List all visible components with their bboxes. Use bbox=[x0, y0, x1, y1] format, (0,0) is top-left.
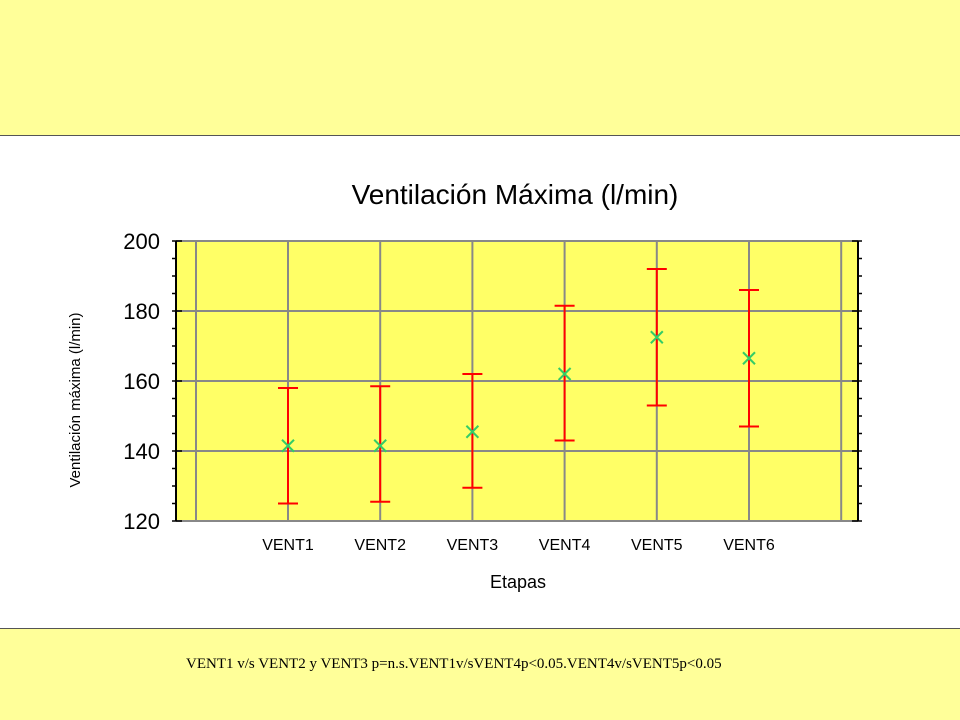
header-band bbox=[0, 0, 960, 136]
mean-marker bbox=[557, 367, 572, 381]
mean-marker bbox=[650, 330, 664, 344]
chart-title: Ventilación Máxima (l/min) bbox=[352, 179, 679, 210]
y-tick-label: 180 bbox=[123, 299, 160, 324]
mean-marker bbox=[281, 439, 295, 453]
mean-marker-stroke bbox=[373, 439, 387, 453]
plot-frame bbox=[172, 240, 862, 522]
footer-band bbox=[0, 628, 960, 720]
y-tick-label: 140 bbox=[123, 439, 160, 464]
mean-marker-stroke bbox=[650, 330, 664, 344]
mean-marker bbox=[742, 351, 756, 365]
mean-marker-stroke bbox=[742, 351, 756, 365]
mean-marker bbox=[373, 439, 387, 453]
y-axis-label: Ventilación máxima (l/min) bbox=[67, 312, 84, 487]
mean-markers bbox=[281, 330, 756, 453]
y-axis-ticks: 120 140 160 180 200 bbox=[123, 229, 160, 534]
x-tick-label: VENT2 bbox=[354, 537, 406, 554]
y-tick-label: 120 bbox=[123, 509, 160, 534]
x-tick-label: VENT3 bbox=[447, 537, 499, 554]
x-axis-ticks: VENT1 VENT2 VENT3 VENT4 VENT5 VENT6 bbox=[262, 537, 775, 554]
x-axis-label: Etapas bbox=[490, 572, 546, 592]
mean-marker-stroke bbox=[465, 425, 480, 439]
x-tick-label: VENT6 bbox=[723, 537, 775, 554]
x-tick-label: VENT1 bbox=[262, 537, 314, 554]
error-bar bbox=[370, 385, 391, 503]
mean-marker bbox=[465, 425, 480, 439]
x-tick-label: VENT4 bbox=[539, 537, 591, 554]
y-tick-label: 200 bbox=[123, 229, 160, 254]
mean-marker-stroke bbox=[557, 367, 572, 381]
gridlines bbox=[176, 240, 858, 522]
footnote: VENT1 v/s VENT2 y VENT3 p=n.s.VENT1v/sVE… bbox=[186, 656, 722, 672]
mean-marker-stroke bbox=[281, 439, 295, 453]
y-tick-label: 160 bbox=[123, 369, 160, 394]
x-tick-label: VENT5 bbox=[631, 537, 683, 554]
